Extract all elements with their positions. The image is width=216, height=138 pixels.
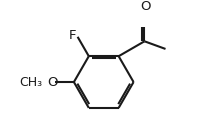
Text: CH₃: CH₃ (19, 75, 43, 89)
Text: O: O (47, 75, 58, 89)
Text: O: O (140, 0, 151, 13)
Text: F: F (69, 29, 76, 42)
